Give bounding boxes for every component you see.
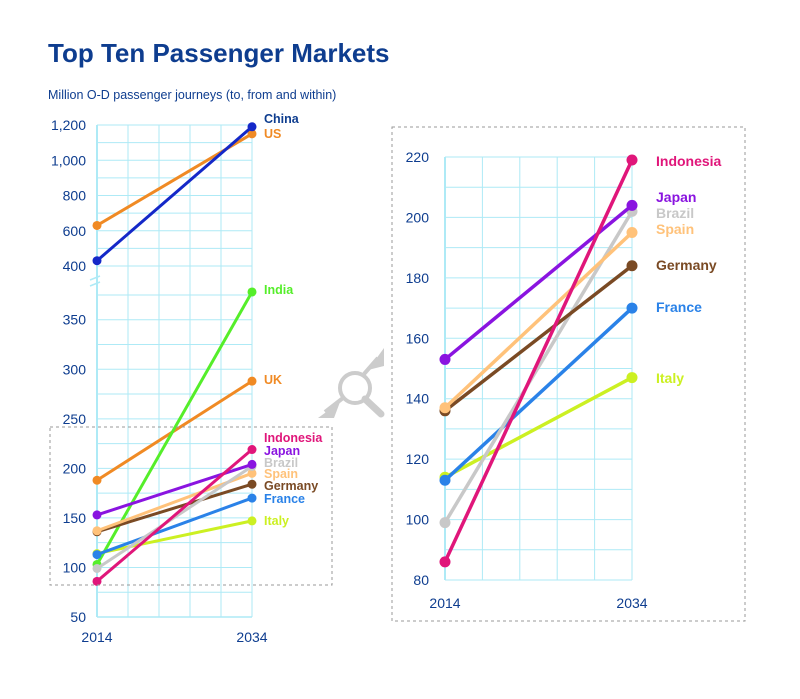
data-point-indonesia-2034 xyxy=(626,154,638,166)
data-point-japan-2034 xyxy=(626,199,638,211)
zoom-chart-y-axis: 80 100 120 140 160 180 200 220 2014 2034 xyxy=(406,149,648,611)
y-tick-label: 200 xyxy=(63,460,87,476)
y-tick-label: 200 xyxy=(406,209,430,225)
data-point-italy-2034 xyxy=(247,516,257,526)
data-point-spain-2014 xyxy=(92,526,102,536)
series-line-spain xyxy=(443,231,634,410)
series-label-brazil: Brazil xyxy=(264,456,298,470)
series-line-italy xyxy=(96,519,253,556)
series-label-japan: Japan xyxy=(656,189,696,205)
data-point-india-2034 xyxy=(247,287,257,297)
y-tick-label: 1,200 xyxy=(51,117,86,133)
series-label-france: France xyxy=(656,299,702,315)
series-label-indonesia: Indonesia xyxy=(656,153,722,169)
data-point-japan-2014 xyxy=(439,353,451,365)
series-label-china: China xyxy=(264,112,300,126)
series-label-brazil: Brazil xyxy=(656,205,694,221)
data-point-us-2014 xyxy=(92,220,102,230)
data-point-italy-2034 xyxy=(626,372,638,384)
data-point-japan-2014 xyxy=(92,510,102,520)
data-point-france-2014 xyxy=(92,550,102,560)
y-tick-label: 400 xyxy=(63,258,87,274)
series-label-uk: UK xyxy=(264,373,282,387)
y-tick-label: 350 xyxy=(63,312,87,328)
data-point-us-2034 xyxy=(247,129,257,139)
series-label-indonesia: Indonesia xyxy=(264,431,323,445)
series-label-germany: Germany xyxy=(264,479,318,493)
magnifier-icon xyxy=(318,348,385,418)
chart-subtitle: Million O-D passenger journeys (to, from… xyxy=(48,88,337,102)
series-line-italy xyxy=(444,376,633,479)
y-tick-label: 220 xyxy=(406,149,430,165)
main-chart-series xyxy=(92,122,257,586)
series-line-indonesia xyxy=(443,159,634,563)
y-tick-label: 80 xyxy=(413,572,429,588)
y-tick-label: 600 xyxy=(63,223,87,239)
x-tick-label: 2034 xyxy=(616,595,647,611)
y-tick-label: 100 xyxy=(63,559,87,575)
series-line-brazil xyxy=(96,465,253,570)
series-label-japan: Japan xyxy=(264,444,300,458)
data-point-germany-2034 xyxy=(626,260,638,272)
x-tick-label: 2014 xyxy=(429,595,460,611)
data-point-france-2034 xyxy=(247,493,257,503)
chart-title: Top Ten Passenger Markets xyxy=(48,38,390,68)
series-line-germany xyxy=(96,482,253,534)
data-point-china-2034 xyxy=(247,122,257,132)
data-point-spain-2034 xyxy=(247,468,257,478)
y-tick-label: 160 xyxy=(406,330,430,346)
axis-break-mark xyxy=(89,275,101,287)
series-label-india: India xyxy=(264,283,294,297)
data-point-uk-2034 xyxy=(247,376,257,386)
series-line-india xyxy=(95,291,254,566)
y-tick-label: 150 xyxy=(63,510,87,526)
data-point-indonesia-2014 xyxy=(92,576,102,586)
data-point-germany-2034 xyxy=(247,479,257,489)
zoom-region-box xyxy=(49,426,333,586)
data-point-uk-2014 xyxy=(92,475,102,485)
y-tick-label: 120 xyxy=(406,451,430,467)
y-tick-label: 100 xyxy=(406,512,430,528)
series-label-spain: Spain xyxy=(656,221,694,237)
data-point-japan-2034 xyxy=(247,459,257,469)
data-point-indonesia-2034 xyxy=(247,445,257,455)
series-label-italy: Italy xyxy=(264,514,289,528)
y-tick-label: 140 xyxy=(406,391,430,407)
y-tick-label: 250 xyxy=(63,411,87,427)
data-point-china-2014 xyxy=(92,256,102,266)
series-label-france: France xyxy=(264,492,305,506)
data-point-brazil-2014 xyxy=(92,563,102,573)
data-point-brazil-2014 xyxy=(439,517,451,529)
series-label-germany: Germany xyxy=(656,257,717,273)
series-line-france xyxy=(443,306,634,482)
series-line-indonesia xyxy=(96,448,253,583)
series-label-us: US xyxy=(264,127,281,141)
x-tick-label: 2034 xyxy=(236,629,267,645)
data-point-france-2014 xyxy=(439,474,451,486)
x-tick-label: 2014 xyxy=(81,629,112,645)
series-label-spain: Spain xyxy=(264,467,298,481)
zoom-chart-series xyxy=(439,154,638,568)
series-line-germany xyxy=(443,264,634,413)
data-point-indonesia-2014 xyxy=(439,556,451,568)
y-tick-label: 180 xyxy=(406,270,430,286)
y-tick-label: 1,000 xyxy=(51,152,86,168)
data-point-france-2034 xyxy=(626,302,638,314)
series-label-italy: Italy xyxy=(656,370,684,386)
zoom-panel-box xyxy=(391,126,746,622)
y-tick-label: 50 xyxy=(70,609,86,625)
main-chart-y-axis: 400 600 800 1,000 1,200 50 100 150 200 250 300 350 2… xyxy=(51,117,268,645)
series-line-france xyxy=(96,496,253,556)
main-chart-grid xyxy=(89,124,253,618)
data-point-spain-2034 xyxy=(626,227,638,239)
data-point-spain-2014 xyxy=(439,402,451,414)
y-tick-label: 800 xyxy=(63,188,87,204)
y-tick-label: 300 xyxy=(63,361,87,377)
series-line-china xyxy=(96,125,253,262)
